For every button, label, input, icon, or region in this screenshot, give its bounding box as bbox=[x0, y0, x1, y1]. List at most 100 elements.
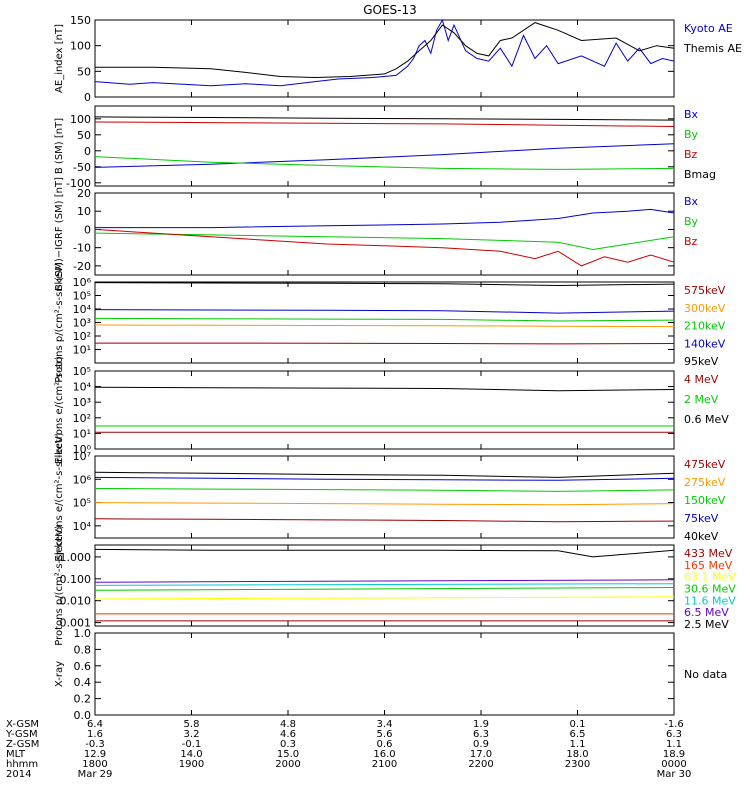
y-axis-label: AE_index [nT] bbox=[54, 24, 65, 93]
series-line bbox=[94, 18, 675, 87]
series-line bbox=[94, 476, 675, 481]
x-table-cell: 6.3 bbox=[473, 729, 489, 740]
x-table-cell: 0.3 bbox=[280, 739, 296, 750]
x-table-cell: -1.6 bbox=[664, 719, 684, 730]
y-tick-label: 10⁶ bbox=[73, 473, 92, 486]
series-line bbox=[94, 583, 675, 586]
y-axis-label: Electrons e/(cm²-s-sr) bbox=[54, 356, 65, 464]
panel-6: 10⁴ 10⁵ 10⁶ 10⁷ Electrons e/(cm²-s-sr-keV) 47… bbox=[54, 432, 726, 561]
series-line bbox=[94, 228, 675, 267]
x-table-row-label: Y-GSM bbox=[5, 729, 38, 740]
series-line bbox=[95, 342, 675, 345]
legend-entry: 2.5 MeV bbox=[684, 618, 729, 631]
x-table-cell: 2300 bbox=[565, 759, 590, 770]
y-tick-label: 100 bbox=[70, 40, 91, 53]
legend-entry: Bx bbox=[684, 195, 699, 208]
y-tick-label: 10² bbox=[73, 412, 91, 425]
x-table-cell: 17.0 bbox=[470, 749, 492, 760]
y-tick-label: 0.100 bbox=[60, 573, 92, 586]
series-line bbox=[94, 317, 675, 322]
y-tick-label: 1.0 bbox=[74, 627, 92, 640]
x-table-cell: 18.0 bbox=[566, 749, 588, 760]
legend-entry: 150keV bbox=[684, 494, 726, 507]
legend-entry: Bmag bbox=[684, 168, 716, 181]
x-table-cell: 0.9 bbox=[473, 739, 489, 750]
legend-entry: 210keV bbox=[684, 320, 726, 333]
x-table-cell: 6.3 bbox=[666, 729, 682, 740]
y-tick-label: 20 bbox=[77, 187, 91, 200]
x-axis-table: X-GSM 6.4 5.8 4.8 3.4 1.9 0.1 -1.6 Y-GSM 1.6 3.2 4.… bbox=[5, 719, 691, 780]
x-table-cell: 1.9 bbox=[473, 719, 489, 730]
y-tick-label: 10⁵ bbox=[73, 497, 91, 510]
panel-frame bbox=[94, 281, 675, 364]
x-table-row-label: hhmm bbox=[6, 759, 38, 770]
x-table-row-label: X-GSM bbox=[6, 719, 39, 730]
x-table-cell: 18.9 bbox=[663, 749, 685, 760]
x-table-cell: 2200 bbox=[468, 759, 493, 770]
y-axis-label: Protons p/(cm²-s-sr-keV) bbox=[54, 262, 65, 383]
legend-entry: 2 MeV bbox=[684, 393, 719, 406]
x-table-cell: 15.0 bbox=[277, 749, 299, 760]
y-axis-label: X-ray bbox=[54, 661, 65, 687]
x-table-cell: Mar 29 bbox=[78, 769, 113, 780]
panel-frame bbox=[94, 632, 675, 716]
legend-entry: 300keV bbox=[684, 302, 726, 315]
y-tick-label: 10⁵ bbox=[73, 365, 91, 378]
legend-entry: 63.1 MeV bbox=[684, 571, 736, 584]
series-line bbox=[94, 587, 675, 591]
x-table-cell: 0.6 bbox=[377, 739, 393, 750]
x-table-cell: Mar 30 bbox=[657, 769, 692, 780]
y-tick-label: 10 bbox=[77, 205, 91, 218]
y-tick-label: 50 bbox=[77, 129, 91, 142]
y-tick-label: 10⁵ bbox=[73, 290, 91, 303]
legend-entry: 30.6 MeV bbox=[684, 583, 736, 596]
x-table-cell: 1800 bbox=[82, 759, 107, 770]
y-tick-label: -10 bbox=[73, 242, 91, 255]
y-axis-label: B (SM)−IGRF (SM) [nT] bbox=[54, 177, 65, 291]
y-tick-label: 100 bbox=[70, 113, 91, 126]
series-line bbox=[94, 502, 675, 506]
y-tick-label: 0.4 bbox=[74, 676, 92, 689]
legend-entry: 4 MeV bbox=[684, 373, 719, 386]
x-table-cell: 3.2 bbox=[184, 729, 200, 740]
series-line bbox=[94, 282, 675, 287]
y-tick-label: 10⁰ bbox=[73, 443, 92, 456]
legend-entry: 140keV bbox=[684, 337, 726, 350]
x-table-cell: 4.8 bbox=[280, 719, 296, 730]
x-table-row-label: 2014 bbox=[6, 769, 31, 780]
x-table-row-label: Z-GSM bbox=[6, 739, 39, 750]
x-table-cell: 16.0 bbox=[373, 749, 395, 760]
legend-entry: 165 MeV bbox=[684, 559, 733, 572]
y-tick-label: 0 bbox=[84, 223, 91, 236]
legend-entry: Bz bbox=[684, 148, 698, 161]
x-table-cell: 1.6 bbox=[87, 729, 103, 740]
series-line bbox=[94, 471, 675, 478]
y-tick-label: 1.000 bbox=[60, 551, 92, 564]
series-line bbox=[94, 518, 675, 523]
series-line bbox=[94, 579, 675, 583]
panel-1: 0 50 100 150 AE_index [nT] Kyoto AE Themis AE bbox=[54, 14, 742, 104]
y-tick-label: 10⁴ bbox=[73, 520, 92, 533]
legend-entry: 433 MeV bbox=[684, 547, 733, 560]
legend-entry: 40keV bbox=[684, 530, 719, 543]
legend-entry: 6.5 MeV bbox=[684, 606, 729, 619]
x-table-cell: 5.6 bbox=[377, 729, 393, 740]
x-table-cell: 0.1 bbox=[570, 719, 586, 730]
y-tick-label: 10³ bbox=[73, 317, 91, 330]
y-tick-label: 10² bbox=[73, 330, 91, 343]
series-line bbox=[94, 121, 675, 127]
series-line bbox=[95, 22, 675, 79]
legend-entry: By bbox=[684, 128, 699, 141]
series-line bbox=[94, 488, 675, 492]
series-line bbox=[94, 548, 675, 558]
y-tick-label: 0.0 bbox=[74, 709, 92, 722]
y-tick-label: 10¹ bbox=[73, 344, 91, 357]
legend-entry: 475keV bbox=[684, 458, 726, 471]
x-table-row-label: MLT bbox=[6, 749, 26, 760]
x-table-cell: 12.9 bbox=[84, 749, 106, 760]
series-line bbox=[94, 309, 675, 314]
y-tick-label: -100 bbox=[66, 177, 91, 190]
